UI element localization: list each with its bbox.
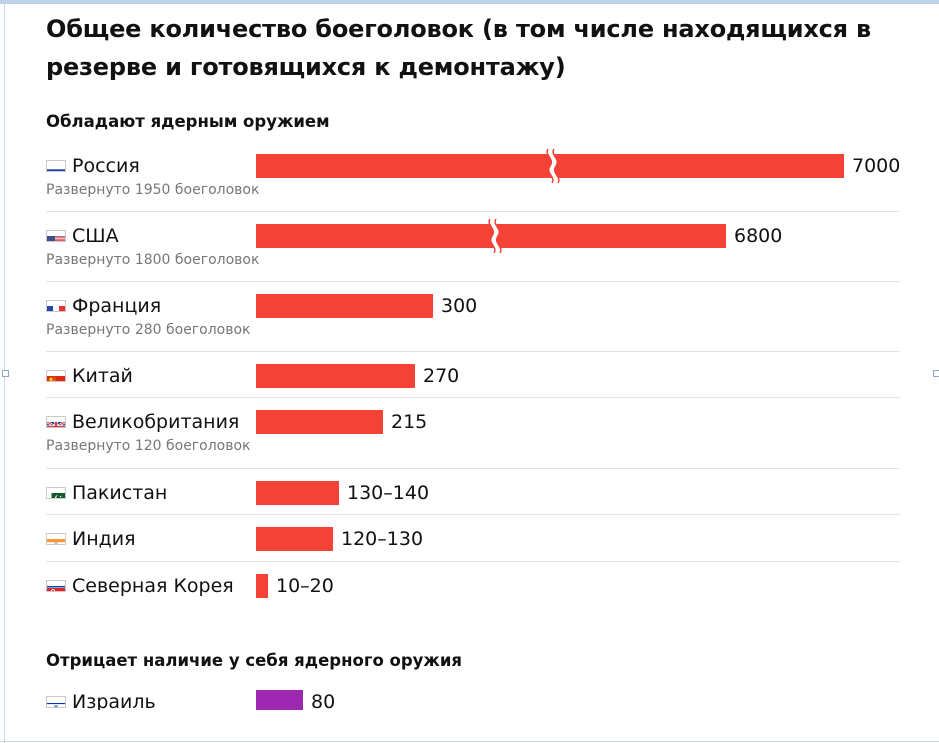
uk-flag-icon	[46, 416, 66, 428]
bar	[256, 410, 383, 434]
axis-break-icon	[486, 218, 508, 257]
country-label: Израиль	[72, 691, 156, 710]
bar	[256, 690, 303, 710]
chart-title: Общее количество боеголовок (в том числе…	[46, 15, 871, 81]
deployed-note: Развернуто 1800 боеголовок	[46, 252, 260, 268]
russia-flag-icon	[46, 160, 66, 172]
section-label-denies: Отрицает наличие у себя ядерного оружия	[46, 651, 462, 670]
bar	[256, 574, 268, 598]
value-label: 10–20	[276, 575, 334, 597]
resize-handle-left[interactable]	[2, 370, 9, 377]
country-label: Китай	[72, 365, 133, 387]
india-flag-icon	[46, 533, 66, 545]
window-bottom-border	[0, 741, 939, 742]
row-divider	[46, 514, 900, 515]
value-label: 6800	[734, 225, 783, 247]
country-label: Россия	[72, 155, 140, 177]
pakistan-flag-icon	[46, 487, 66, 499]
country-label: Индия	[72, 528, 136, 550]
israel-flag-icon	[46, 696, 66, 708]
north-korea-flag-icon	[46, 580, 66, 592]
deployed-note: Развернуто 1950 боеголовок	[46, 182, 260, 198]
resize-handle-right[interactable]	[933, 370, 939, 377]
bar	[256, 294, 433, 318]
bar	[256, 527, 333, 551]
china-flag-icon	[46, 370, 66, 382]
value-label: 130–140	[347, 482, 430, 504]
value-label: 270	[423, 365, 460, 387]
bar	[256, 218, 726, 254]
window-top-border	[0, 0, 939, 4]
chart-content: Общее количество боеголовок (в том числе…	[46, 15, 901, 710]
country-label: Франция	[72, 295, 162, 317]
france-flag-icon	[46, 300, 66, 312]
row-divider	[46, 281, 900, 282]
axis-break-icon	[544, 148, 566, 187]
row-divider	[46, 397, 900, 398]
value-label: 120–130	[341, 528, 424, 550]
deployed-note: Развернуто 280 боеголовок	[46, 322, 251, 338]
bar	[256, 148, 844, 184]
bar	[256, 481, 339, 505]
row-divider	[46, 211, 900, 212]
bar	[256, 364, 415, 388]
row-divider	[46, 561, 900, 562]
value-label: 215	[391, 411, 428, 433]
row-divider	[46, 351, 900, 352]
usa-flag-icon	[46, 230, 66, 242]
value-label: 300	[441, 295, 478, 317]
value-label: 80	[311, 691, 336, 710]
row-divider	[46, 468, 900, 469]
value-label: 7000	[852, 155, 901, 177]
country-label: Северная Корея	[72, 575, 234, 597]
country-label: Великобритания	[72, 411, 240, 433]
deployed-note: Развернуто 120 боеголовок	[46, 438, 251, 454]
country-label: Пакистан	[72, 482, 168, 504]
section-label-owners: Обладают ядерным оружием	[46, 112, 330, 131]
country-label: США	[72, 225, 119, 247]
